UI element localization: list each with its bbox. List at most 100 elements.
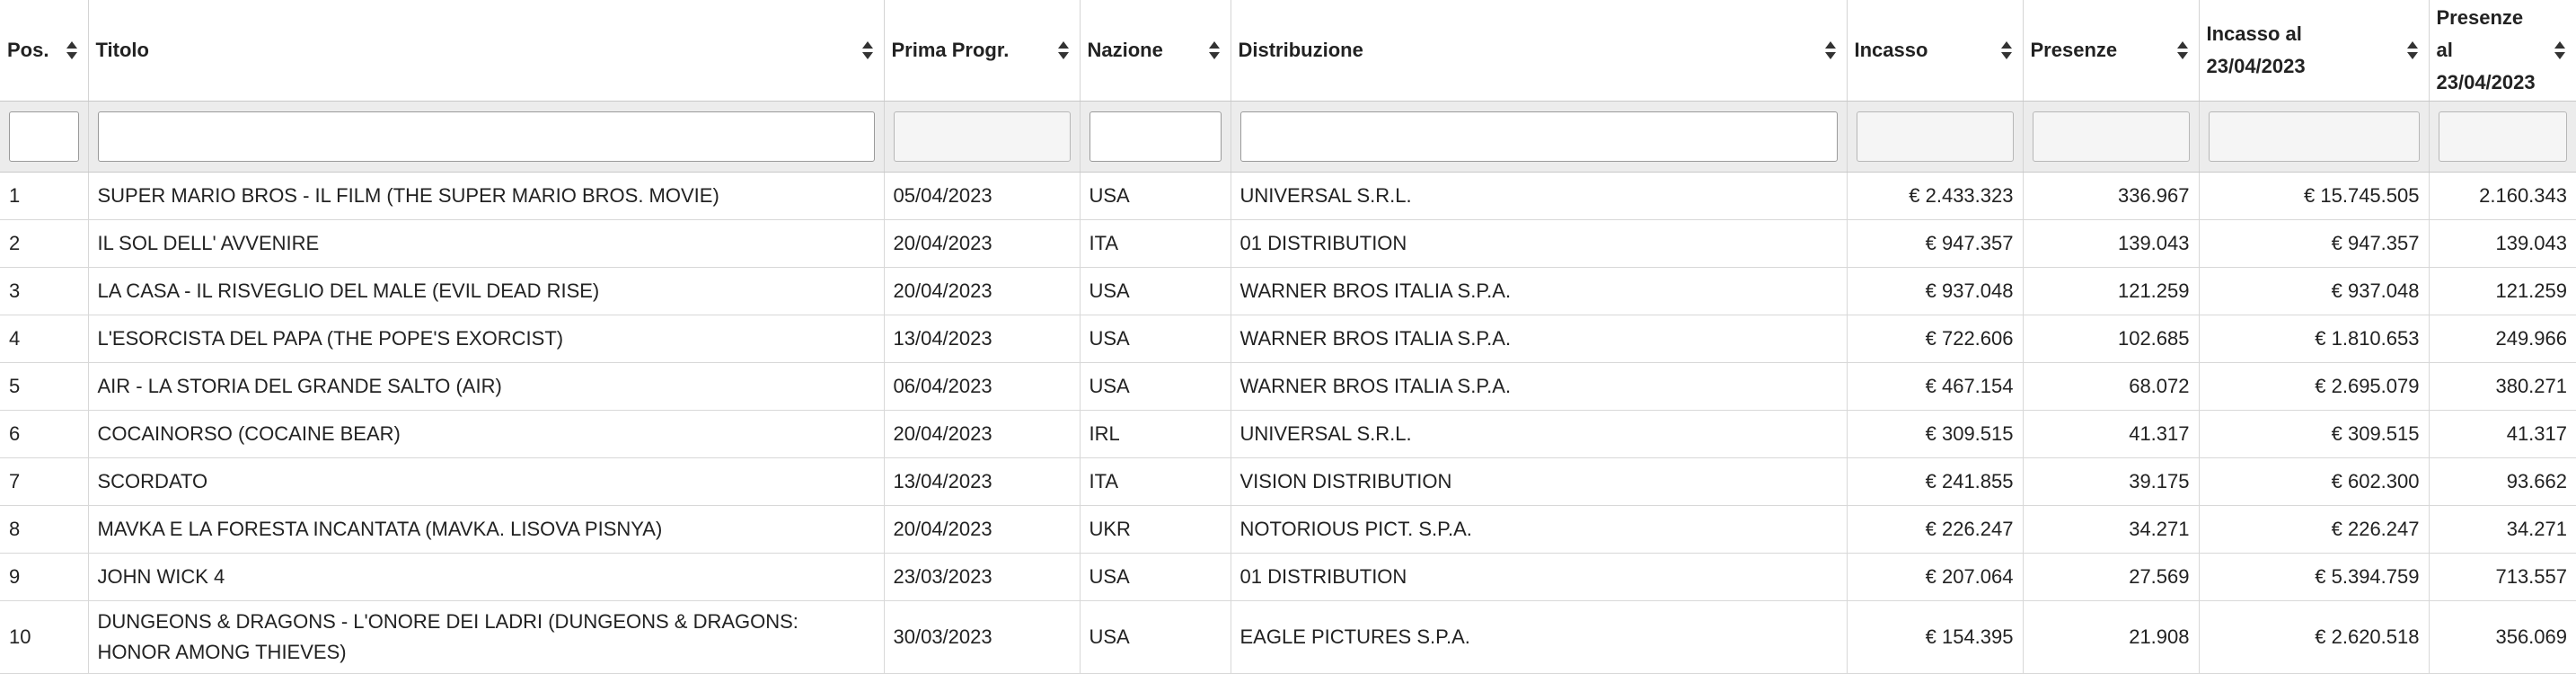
cell-distribuzione: UNIVERSAL S.R.L. (1230, 172, 1847, 220)
cell-incasso: € 309.515 (1846, 410, 2023, 458)
column-header-label: Presenze al 23/04/2023 (2436, 6, 2536, 93)
table-row: 2 IL SOL DELL' AVVENIRE 20/04/2023 ITA 01 DI… (0, 219, 2576, 268)
filter-row (0, 101, 2576, 173)
sort-icon[interactable] (1824, 40, 1836, 60)
filter-input-presenze[interactable] (2032, 111, 2190, 162)
cell-presenze-totale: 139.043 (2428, 219, 2576, 268)
column-header-titolo[interactable]: Titolo (87, 0, 884, 102)
cell-incasso-totale: € 15.745.505 (2198, 172, 2429, 220)
column-header-label: Nazione (1087, 39, 1163, 61)
cell-presenze-totale: 93.662 (2428, 457, 2576, 506)
cell-titolo: COCAINORSO (COCAINE BEAR) (87, 410, 884, 458)
cell-prima-progr: 13/04/2023 (883, 457, 1080, 506)
column-header-incasso-totale[interactable]: Incasso al 23/04/2023 (2198, 0, 2429, 102)
cell-prima-progr: 06/04/2023 (883, 362, 1080, 411)
sort-icon[interactable] (66, 40, 77, 60)
cell-titolo: SUPER MARIO BROS - IL FILM (THE SUPER MA… (87, 172, 884, 220)
column-header-distribuzione[interactable]: Distribuzione (1230, 0, 1847, 102)
column-header-label: Pos. (7, 39, 49, 61)
filter-input-incasso[interactable] (1856, 111, 2014, 162)
cell-incasso: € 226.247 (1846, 505, 2023, 554)
cell-presenze: 336.967 (2022, 172, 2199, 220)
sort-icon[interactable] (2176, 40, 2188, 60)
cell-pos: 9 (0, 553, 88, 601)
sort-icon[interactable] (2406, 40, 2418, 60)
filter-cell (1846, 101, 2023, 173)
cell-incasso-totale: € 5.394.759 (2198, 553, 2429, 601)
cell-titolo: LA CASA - IL RISVEGLIO DEL MALE (EVIL DE… (87, 267, 884, 315)
filter-cell (2428, 101, 2576, 173)
table-row: 1 SUPER MARIO BROS - IL FILM (THE SUPER M… (0, 172, 2576, 220)
cell-prima-progr: 20/04/2023 (883, 219, 1080, 268)
filter-cell (2022, 101, 2199, 173)
cell-presenze: 27.569 (2022, 553, 2199, 601)
filter-input-nazione[interactable] (1089, 111, 1222, 162)
cell-prima-progr: 23/03/2023 (883, 553, 1080, 601)
filter-input-presenze-totale[interactable] (2438, 111, 2567, 162)
cell-nazione: USA (1079, 600, 1231, 674)
cell-nazione: USA (1079, 362, 1231, 411)
cell-nazione: ITA (1079, 457, 1231, 506)
column-header-presenze[interactable]: Presenze (2022, 0, 2199, 102)
sort-icon[interactable] (2554, 40, 2565, 60)
table-row: 5 AIR - LA STORIA DEL GRANDE SALTO (AIR) 0… (0, 362, 2576, 411)
cell-incasso-totale: € 947.357 (2198, 219, 2429, 268)
filter-input-incasso-totale[interactable] (2208, 111, 2420, 162)
cell-titolo: JOHN WICK 4 (87, 553, 884, 601)
table-row: 4 L'ESORCISTA DEL PAPA (THE POPE'S EXORCI… (0, 315, 2576, 363)
cell-titolo: L'ESORCISTA DEL PAPA (THE POPE'S EXORCIS… (87, 315, 884, 363)
column-header-prima-progr[interactable]: Prima Progr. (883, 0, 1080, 102)
cell-distribuzione: WARNER BROS ITALIA S.P.A. (1230, 267, 1847, 315)
cell-distribuzione: VISION DISTRIBUTION (1230, 457, 1847, 506)
cell-distribuzione: 01 DISTRIBUTION (1230, 553, 1847, 601)
table-body: 1 SUPER MARIO BROS - IL FILM (THE SUPER M… (0, 172, 2576, 674)
cell-incasso: € 154.395 (1846, 600, 2023, 674)
cell-presenze: 139.043 (2022, 219, 2199, 268)
filter-cell (883, 101, 1080, 173)
sort-icon[interactable] (2000, 40, 2012, 60)
cell-presenze-totale: 380.271 (2428, 362, 2576, 411)
cell-nazione: ITA (1079, 219, 1231, 268)
cell-prima-progr: 20/04/2023 (883, 267, 1080, 315)
column-header-incasso[interactable]: Incasso (1846, 0, 2023, 102)
cell-presenze: 121.259 (2022, 267, 2199, 315)
cell-pos: 2 (0, 219, 88, 268)
cell-incasso-totale: € 226.247 (2198, 505, 2429, 554)
cell-presenze-totale: 121.259 (2428, 267, 2576, 315)
filter-cell (0, 101, 88, 173)
column-header-presenze-totale[interactable]: Presenze al 23/04/2023 (2428, 0, 2576, 102)
cell-incasso-totale: € 937.048 (2198, 267, 2429, 315)
cell-nazione: USA (1079, 267, 1231, 315)
table-row: 3 LA CASA - IL RISVEGLIO DEL MALE (EVIL D… (0, 267, 2576, 315)
table-row: 8 MAVKA E LA FORESTA INCANTATA (MAVKA. LI… (0, 505, 2576, 554)
cell-nazione: IRL (1079, 410, 1231, 458)
cell-prima-progr: 20/04/2023 (883, 505, 1080, 554)
cell-titolo: DUNGEONS & DRAGONS - L'ONORE DEI LADRI (… (87, 600, 884, 674)
filter-input-distribuzione[interactable] (1239, 111, 1838, 162)
sort-icon[interactable] (1208, 40, 1220, 60)
cell-pos: 1 (0, 172, 88, 220)
sort-icon[interactable] (861, 40, 873, 60)
filter-input-pos[interactable] (9, 111, 79, 162)
cell-presenze: 41.317 (2022, 410, 2199, 458)
cell-distribuzione: 01 DISTRIBUTION (1230, 219, 1847, 268)
cell-titolo: IL SOL DELL' AVVENIRE (87, 219, 884, 268)
filter-cell (87, 101, 884, 173)
column-header-nazione[interactable]: Nazione (1079, 0, 1231, 102)
cell-pos: 7 (0, 457, 88, 506)
column-header-label: Distribuzione (1238, 39, 1363, 61)
cell-presenze-totale: 34.271 (2428, 505, 2576, 554)
sort-icon[interactable] (1057, 40, 1069, 60)
filter-input-titolo[interactable] (97, 111, 875, 162)
cell-titolo: MAVKA E LA FORESTA INCANTATA (MAVKA. LIS… (87, 505, 884, 554)
cell-presenze: 34.271 (2022, 505, 2199, 554)
column-header-pos[interactable]: Pos. (0, 0, 88, 102)
cell-pos: 4 (0, 315, 88, 363)
column-header-label: Titolo (95, 39, 149, 61)
filter-input-prima-progr[interactable] (893, 111, 1071, 162)
cell-prima-progr: 20/04/2023 (883, 410, 1080, 458)
table-row: 6 COCAINORSO (COCAINE BEAR) 20/04/2023 IRL U… (0, 410, 2576, 458)
cell-incasso-totale: € 602.300 (2198, 457, 2429, 506)
cell-presenze-totale: 713.557 (2428, 553, 2576, 601)
cell-distribuzione: WARNER BROS ITALIA S.P.A. (1230, 315, 1847, 363)
